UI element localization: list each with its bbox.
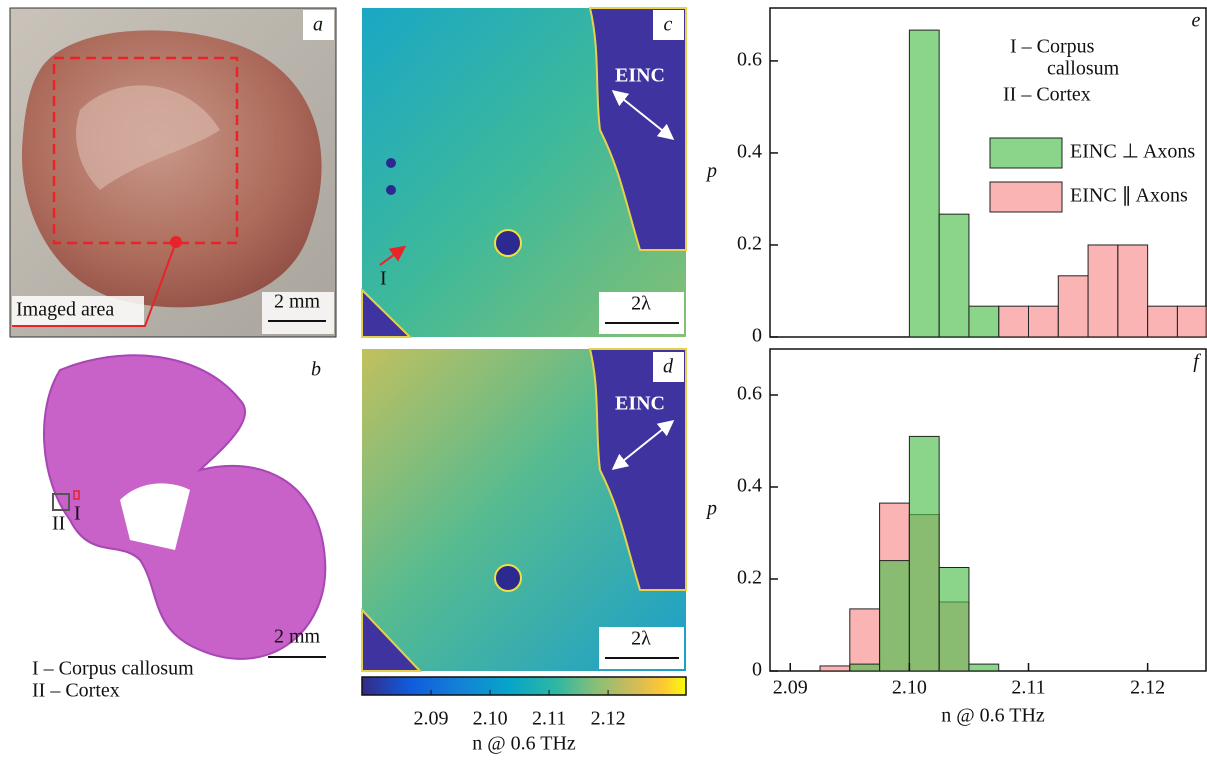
colorbar-tick-label: 2.10 [473, 708, 508, 730]
x-tick-label: 2.10 [892, 677, 927, 699]
y-tick-label: 0.2 [737, 233, 762, 255]
bar [819, 665, 851, 672]
x-tick-label: 2.12 [1130, 677, 1165, 699]
x-axis-label: n @ 0.6 THz [941, 705, 1045, 727]
x-tick-label: 2.11 [1011, 677, 1045, 699]
bar [1147, 305, 1178, 338]
y-tick-label: 0.2 [737, 567, 762, 589]
y-axis-label: p [705, 160, 717, 182]
legend-label: EINC ⊥ Axons [1070, 141, 1195, 163]
field-label: EINC [615, 65, 665, 87]
colorbar-tick-label: 2.12 [591, 708, 626, 730]
plot-frame [769, 348, 1207, 672]
annotation: I – Corpus [1010, 36, 1095, 58]
panel-label: d [663, 356, 674, 378]
legend-label: EINC ∥ Axons [1070, 185, 1188, 207]
y-tick-label: 0 [752, 325, 762, 347]
bar [968, 663, 1000, 672]
scale-label: 2λ [631, 628, 651, 650]
y-axis-label: p [705, 498, 717, 520]
y-tick-label: 0.6 [737, 383, 762, 405]
bar [1057, 275, 1089, 338]
legend-text: I – Corpus callosum [32, 658, 194, 680]
annotation: Imaged area [16, 299, 114, 321]
x-tick-label: 2.09 [773, 677, 808, 699]
y-tick-label: 0.4 [737, 141, 762, 163]
scale-label: 2 mm [274, 291, 321, 313]
panel-label: a [313, 14, 323, 36]
y-tick-label: 0 [752, 659, 762, 681]
field-label: EINC [615, 393, 665, 415]
bar [938, 213, 970, 338]
bar [849, 663, 881, 672]
scale-label: 2 mm [274, 626, 321, 648]
panel-label: f [1193, 351, 1201, 373]
annotation: II – Cortex [1003, 84, 1091, 106]
histology-panel: I II b 2 mm I – Corpus callosum II – Cor… [32, 354, 327, 702]
marker-label: II [52, 513, 65, 535]
marker-label: I [74, 503, 81, 525]
y-tick-label: 0.6 [737, 49, 762, 71]
bar [998, 305, 1030, 338]
annotation: callosum [1047, 58, 1120, 80]
colorbar [361, 676, 687, 696]
bar [908, 435, 940, 672]
map-panel: EINC 2λ d [361, 348, 687, 672]
panel-label: e [1192, 10, 1201, 32]
y-tick-label: 0.4 [737, 475, 762, 497]
bar [849, 608, 881, 672]
bar [1117, 244, 1149, 338]
map-panel: EINC I 2λ c [361, 7, 687, 338]
bar [879, 560, 910, 672]
photo-panel: Imaged area 2 mm a [9, 7, 337, 338]
panel-label: b [311, 359, 321, 381]
bar [968, 305, 1000, 338]
bar [1176, 305, 1207, 338]
bar [1028, 305, 1059, 338]
panel-label: c [664, 14, 673, 36]
colorbar-tick-label: 2.09 [414, 708, 449, 730]
bar [908, 29, 940, 338]
colorbar-label: n @ 0.6 THz [472, 733, 576, 755]
scale-label: 2λ [631, 293, 651, 315]
bar [1087, 244, 1119, 338]
legend-swatch [989, 137, 1063, 169]
legend-text: II – Cortex [32, 680, 120, 702]
marker-label: I [380, 268, 387, 290]
colorbar-tick-label: 2.11 [532, 708, 566, 730]
legend-swatch [989, 181, 1063, 213]
bar [938, 567, 970, 672]
